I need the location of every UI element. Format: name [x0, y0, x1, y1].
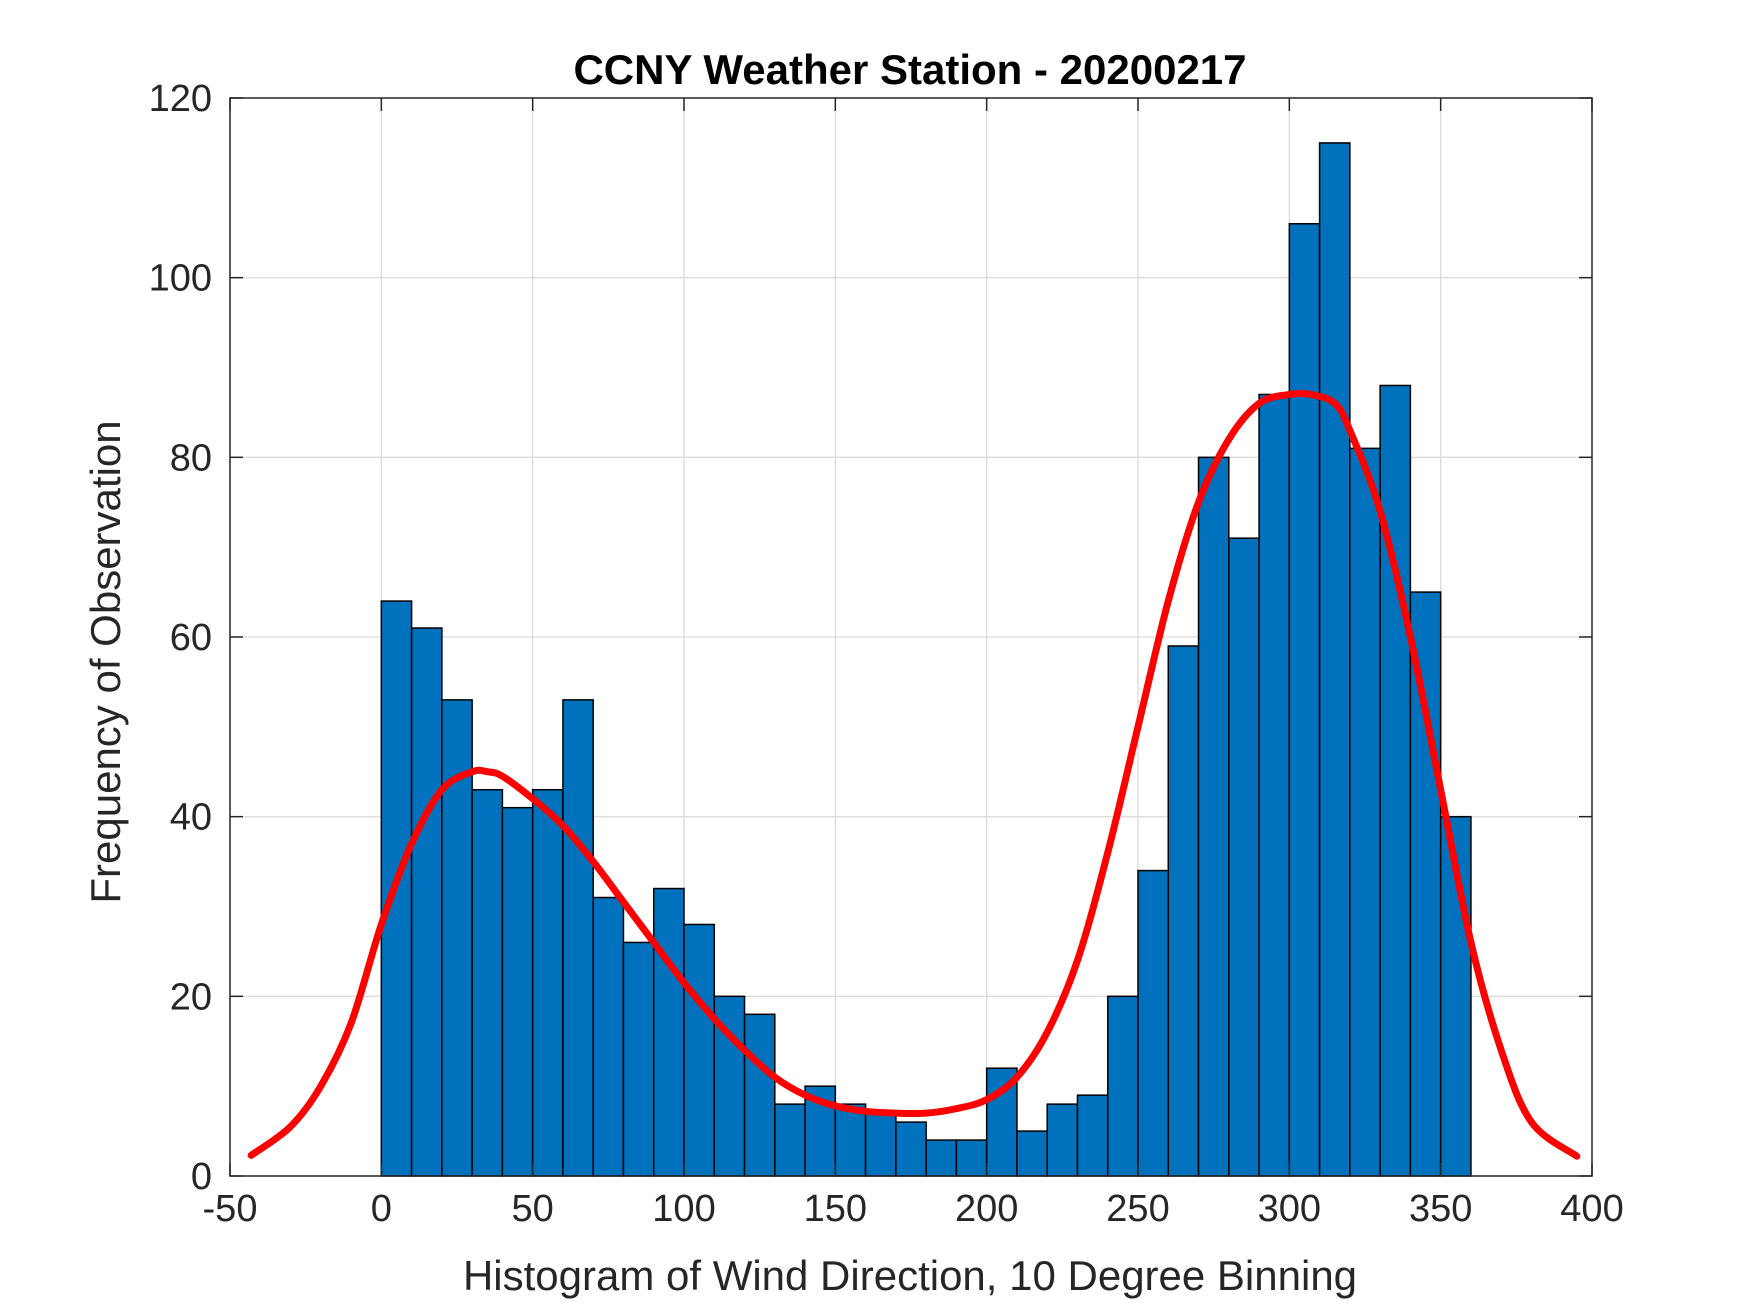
y-tick-label: 120 — [149, 78, 212, 120]
x-tick-label: 250 — [1106, 1188, 1169, 1230]
y-tick-label: 0 — [191, 1156, 212, 1198]
histogram-bar — [1076, 1094, 1109, 1177]
histogram-bar — [1197, 456, 1230, 1177]
histogram-bar — [531, 788, 564, 1177]
histogram-bar — [1288, 223, 1321, 1177]
histogram-bar — [743, 1013, 776, 1177]
x-tick-label: 300 — [1258, 1188, 1321, 1230]
y-tick-labels: 0 20 40 60 80 100 120 — [149, 78, 212, 1198]
histogram-bar — [1167, 645, 1200, 1177]
histogram-bar — [774, 1103, 806, 1177]
histogram-bar — [1046, 1103, 1079, 1177]
histogram-bar — [622, 941, 655, 1177]
histogram-bar — [1318, 142, 1351, 1177]
histogram-bar — [925, 1139, 958, 1177]
x-tick-label: 400 — [1560, 1188, 1623, 1230]
x-tick-label: 0 — [371, 1188, 392, 1230]
x-axis-label: Histogram of Wind Direction, 10 Degree B… — [463, 1252, 1357, 1299]
fit-curve — [247, 389, 1581, 1160]
y-tick-label: 100 — [149, 258, 212, 300]
histogram-bar — [1106, 995, 1139, 1177]
y-axis-label: Frequency of Observation — [82, 420, 129, 903]
histogram-bar — [1409, 591, 1442, 1177]
y-tick-label: 20 — [170, 976, 212, 1018]
histogram-bar — [592, 896, 625, 1177]
x-tick-labels: -50 0 50 100 150 200 250 300 350 400 — [203, 1188, 1624, 1230]
histogram-bar — [652, 887, 685, 1177]
histogram-bar — [1349, 447, 1381, 1177]
x-tick-label: 50 — [512, 1188, 554, 1230]
x-tick-label: 200 — [955, 1188, 1018, 1230]
x-tick-label: 350 — [1409, 1188, 1472, 1230]
histogram-bar — [1258, 393, 1291, 1177]
y-tick-label: 60 — [170, 617, 212, 659]
histogram-bar — [834, 1103, 867, 1177]
y-tick-label: 40 — [170, 797, 212, 839]
histogram-bar — [562, 699, 594, 1177]
x-tick-label: 100 — [652, 1188, 715, 1230]
histogram-bar — [1379, 384, 1412, 1177]
histogram-bar — [1228, 537, 1260, 1177]
histogram-bars — [380, 142, 1472, 1177]
histogram-bar — [955, 1139, 988, 1177]
histogram-bar — [1016, 1130, 1048, 1177]
histogram-bar — [683, 923, 716, 1177]
histogram-bar — [501, 806, 534, 1177]
histogram-bar — [1137, 869, 1170, 1177]
x-tick-label: 150 — [804, 1188, 867, 1230]
x-tick-label: -50 — [203, 1188, 258, 1230]
histogram-bar — [410, 627, 443, 1177]
histogram-bar — [471, 788, 504, 1177]
y-tick-label: 80 — [170, 437, 212, 479]
histogram-bar — [864, 1112, 897, 1177]
chart-title: CCNY Weather Station - 20200217 — [573, 46, 1246, 93]
axis-ticks — [229, 97, 1593, 1177]
histogram-bar — [895, 1121, 927, 1177]
